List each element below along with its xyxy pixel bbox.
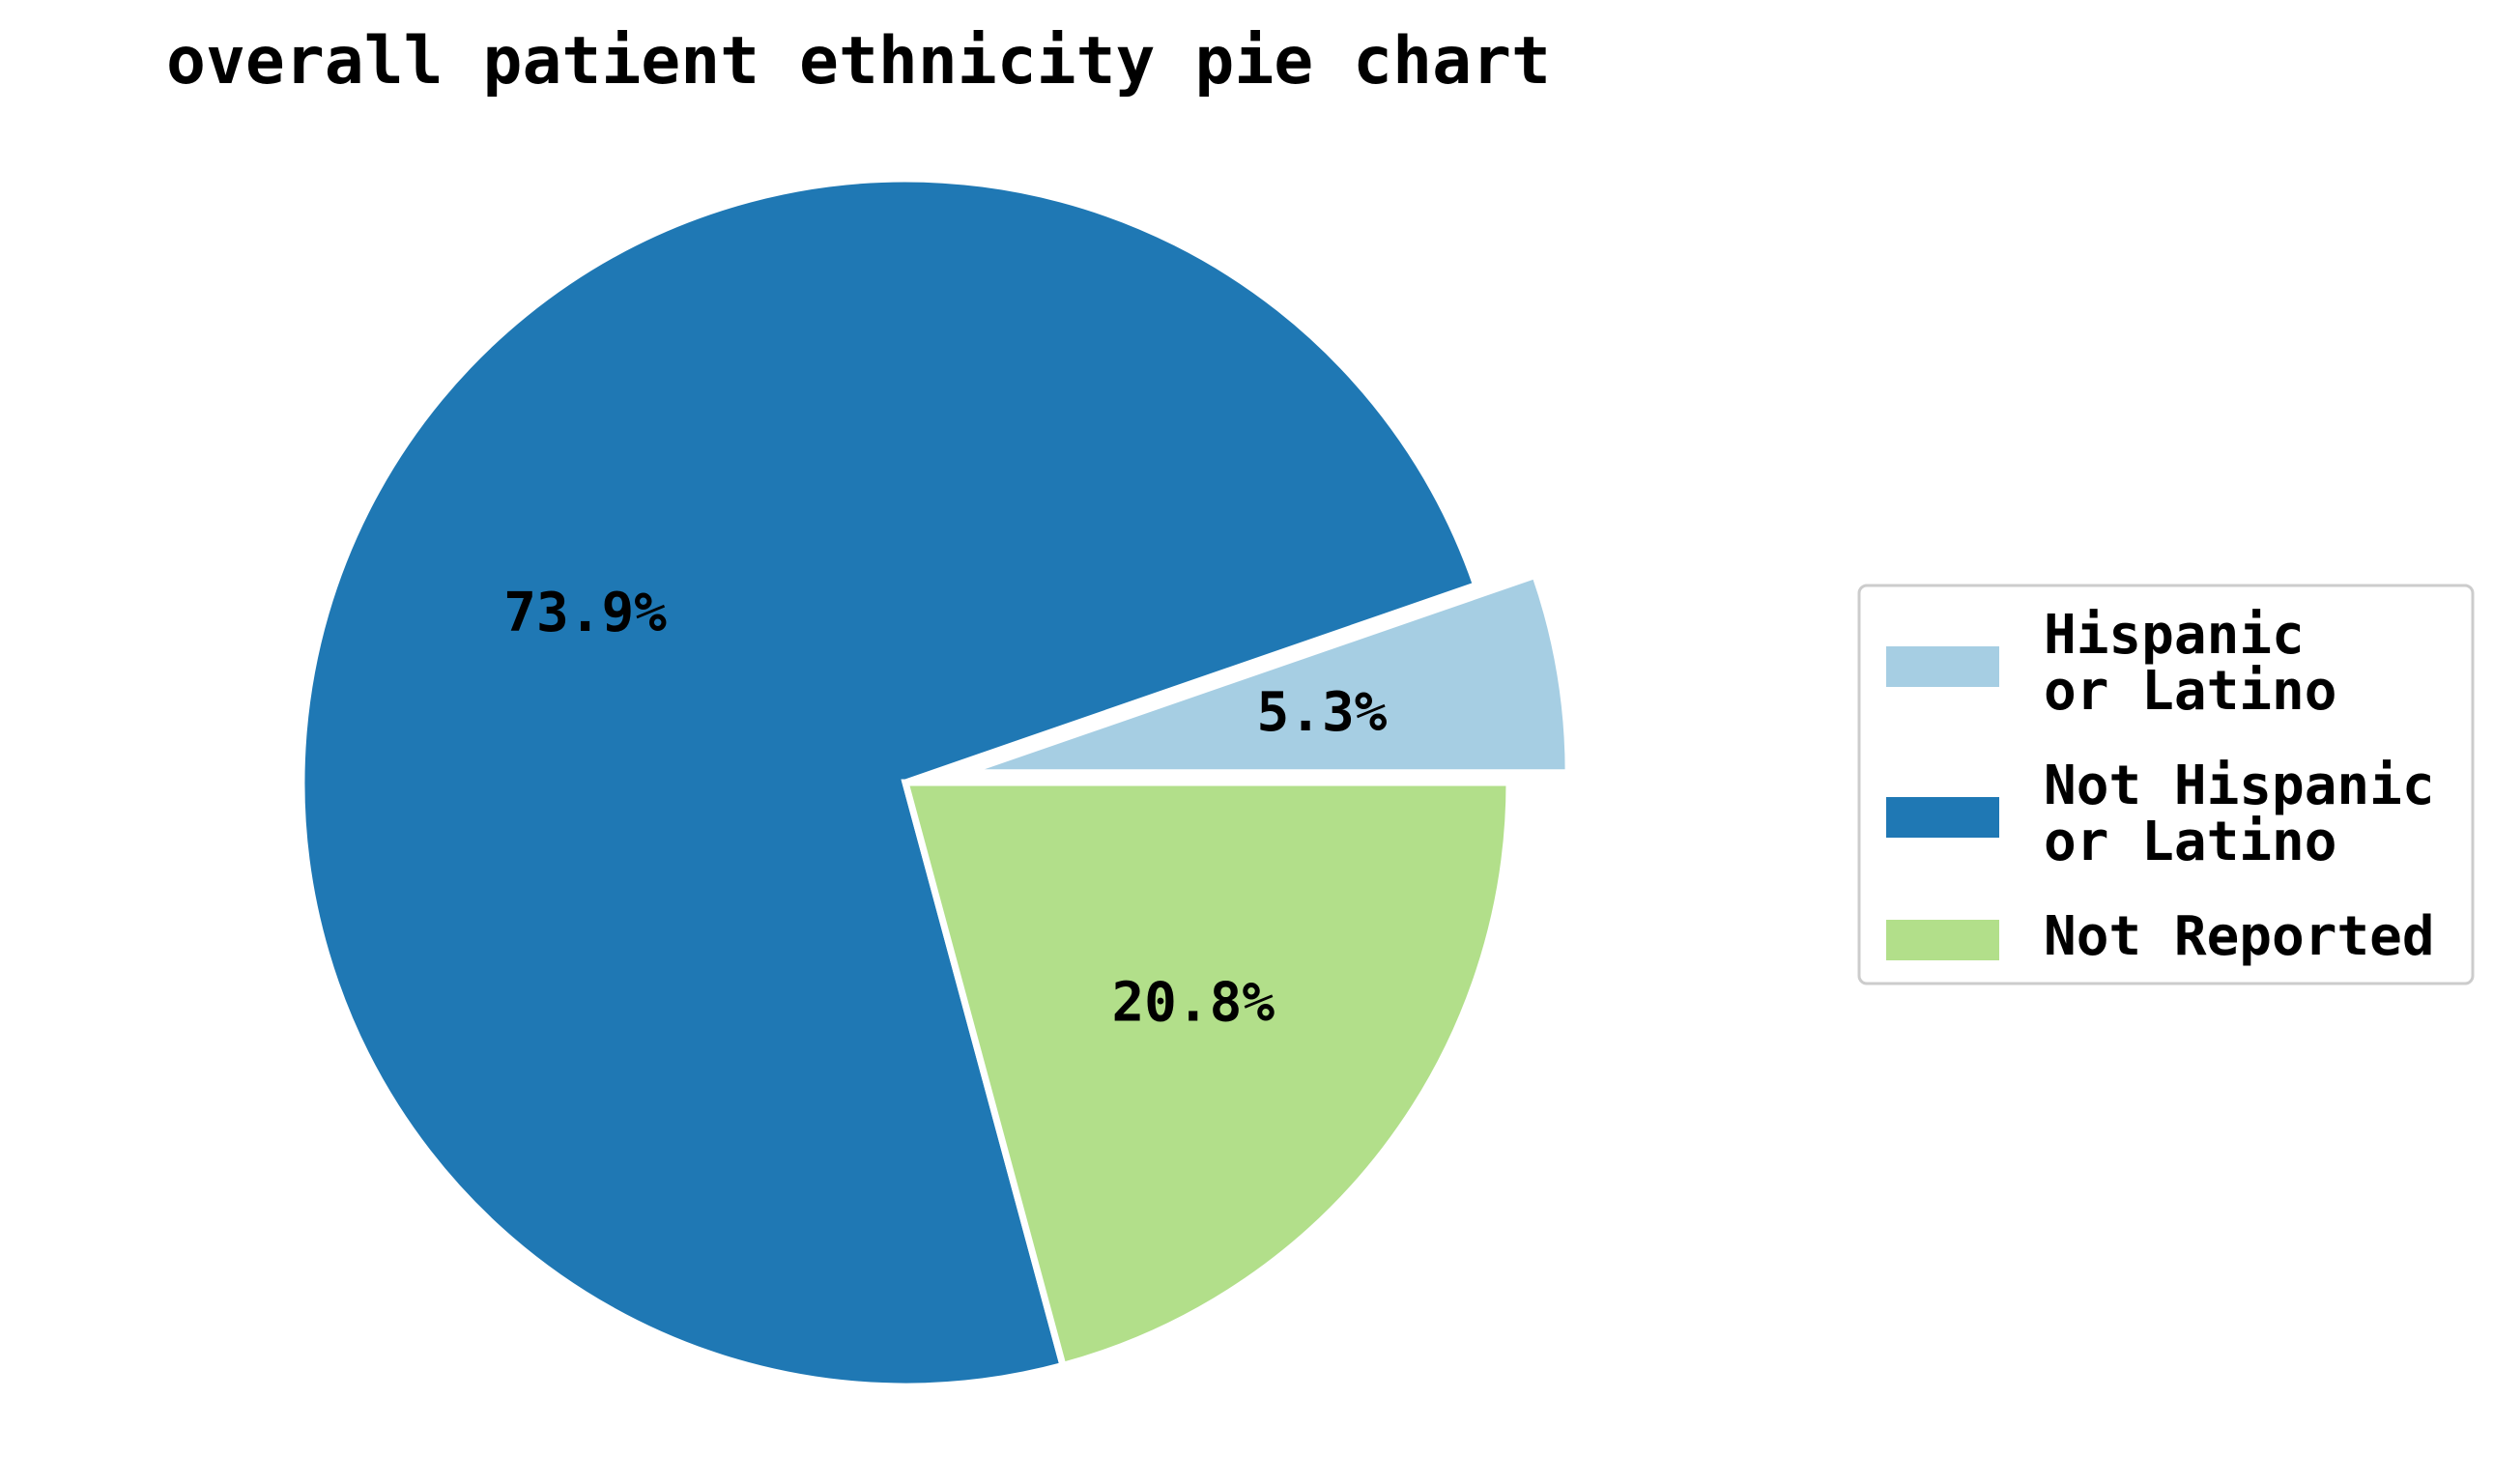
pie-slice-1	[298, 175, 1481, 1390]
legend-swatch-1	[1886, 797, 1999, 838]
legend-swatch-2	[1886, 920, 1999, 960]
legend-label-1: Not Hispanic or Latino	[2044, 755, 2435, 873]
legend-frame	[1857, 584, 2475, 985]
legend-items: Hispanic or Latino Not Hispanic or Latino No…	[1886, 604, 2435, 968]
pie-percent-labels: 5.3% 73.9% 20.8%	[503, 582, 1387, 1034]
pie-slice-0	[962, 570, 1572, 777]
legend: Hispanic or Latino Not Hispanic or Latino No…	[1857, 584, 2475, 985]
pie-percent-label-2: 20.8%	[1111, 971, 1275, 1034]
pie-slices	[298, 175, 1572, 1390]
legend-swatch-0	[1886, 646, 1999, 687]
pie-percent-label-0: 5.3%	[1257, 681, 1388, 744]
legend-label-2: Not Reported	[2044, 905, 2435, 968]
chart-title: overall patient ethnicity pie chart	[166, 23, 1551, 100]
pie-percent-label-1: 73.9%	[503, 582, 667, 644]
pie-slice-2	[901, 779, 1513, 1370]
legend-label-0: Hispanic or Latino	[2044, 604, 2336, 723]
